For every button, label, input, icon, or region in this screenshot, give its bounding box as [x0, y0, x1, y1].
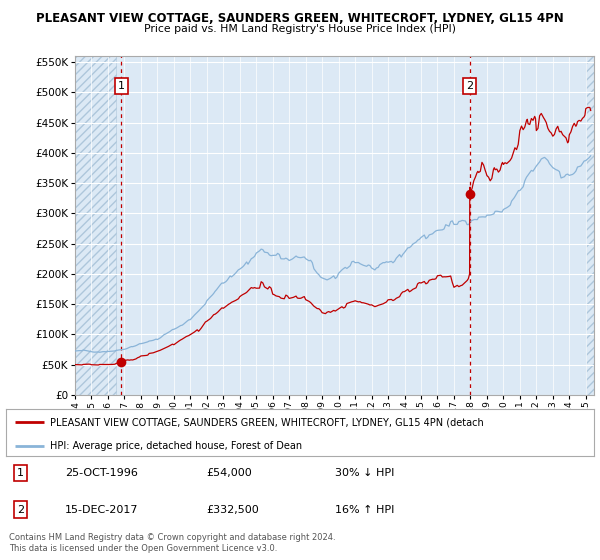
Text: £332,500: £332,500: [206, 505, 259, 515]
Text: Contains HM Land Registry data © Crown copyright and database right 2024.
This d: Contains HM Land Registry data © Crown c…: [9, 533, 335, 553]
Text: 16% ↑ HPI: 16% ↑ HPI: [335, 505, 395, 515]
Text: PLEASANT VIEW COTTAGE, SAUNDERS GREEN, WHITECROFT, LYDNEY, GL15 4PN (detach: PLEASANT VIEW COTTAGE, SAUNDERS GREEN, W…: [50, 417, 484, 427]
Text: 25-OCT-1996: 25-OCT-1996: [65, 468, 137, 478]
Text: 30% ↓ HPI: 30% ↓ HPI: [335, 468, 395, 478]
Text: HPI: Average price, detached house, Forest of Dean: HPI: Average price, detached house, Fore…: [50, 441, 302, 451]
Text: 2: 2: [466, 81, 473, 91]
Text: 1: 1: [17, 468, 24, 478]
Text: £54,000: £54,000: [206, 468, 251, 478]
Text: 2: 2: [17, 505, 24, 515]
Text: Price paid vs. HM Land Registry's House Price Index (HPI): Price paid vs. HM Land Registry's House …: [144, 24, 456, 34]
Text: PLEASANT VIEW COTTAGE, SAUNDERS GREEN, WHITECROFT, LYDNEY, GL15 4PN: PLEASANT VIEW COTTAGE, SAUNDERS GREEN, W…: [36, 12, 564, 25]
Text: 15-DEC-2017: 15-DEC-2017: [65, 505, 139, 515]
Text: 1: 1: [118, 81, 125, 91]
